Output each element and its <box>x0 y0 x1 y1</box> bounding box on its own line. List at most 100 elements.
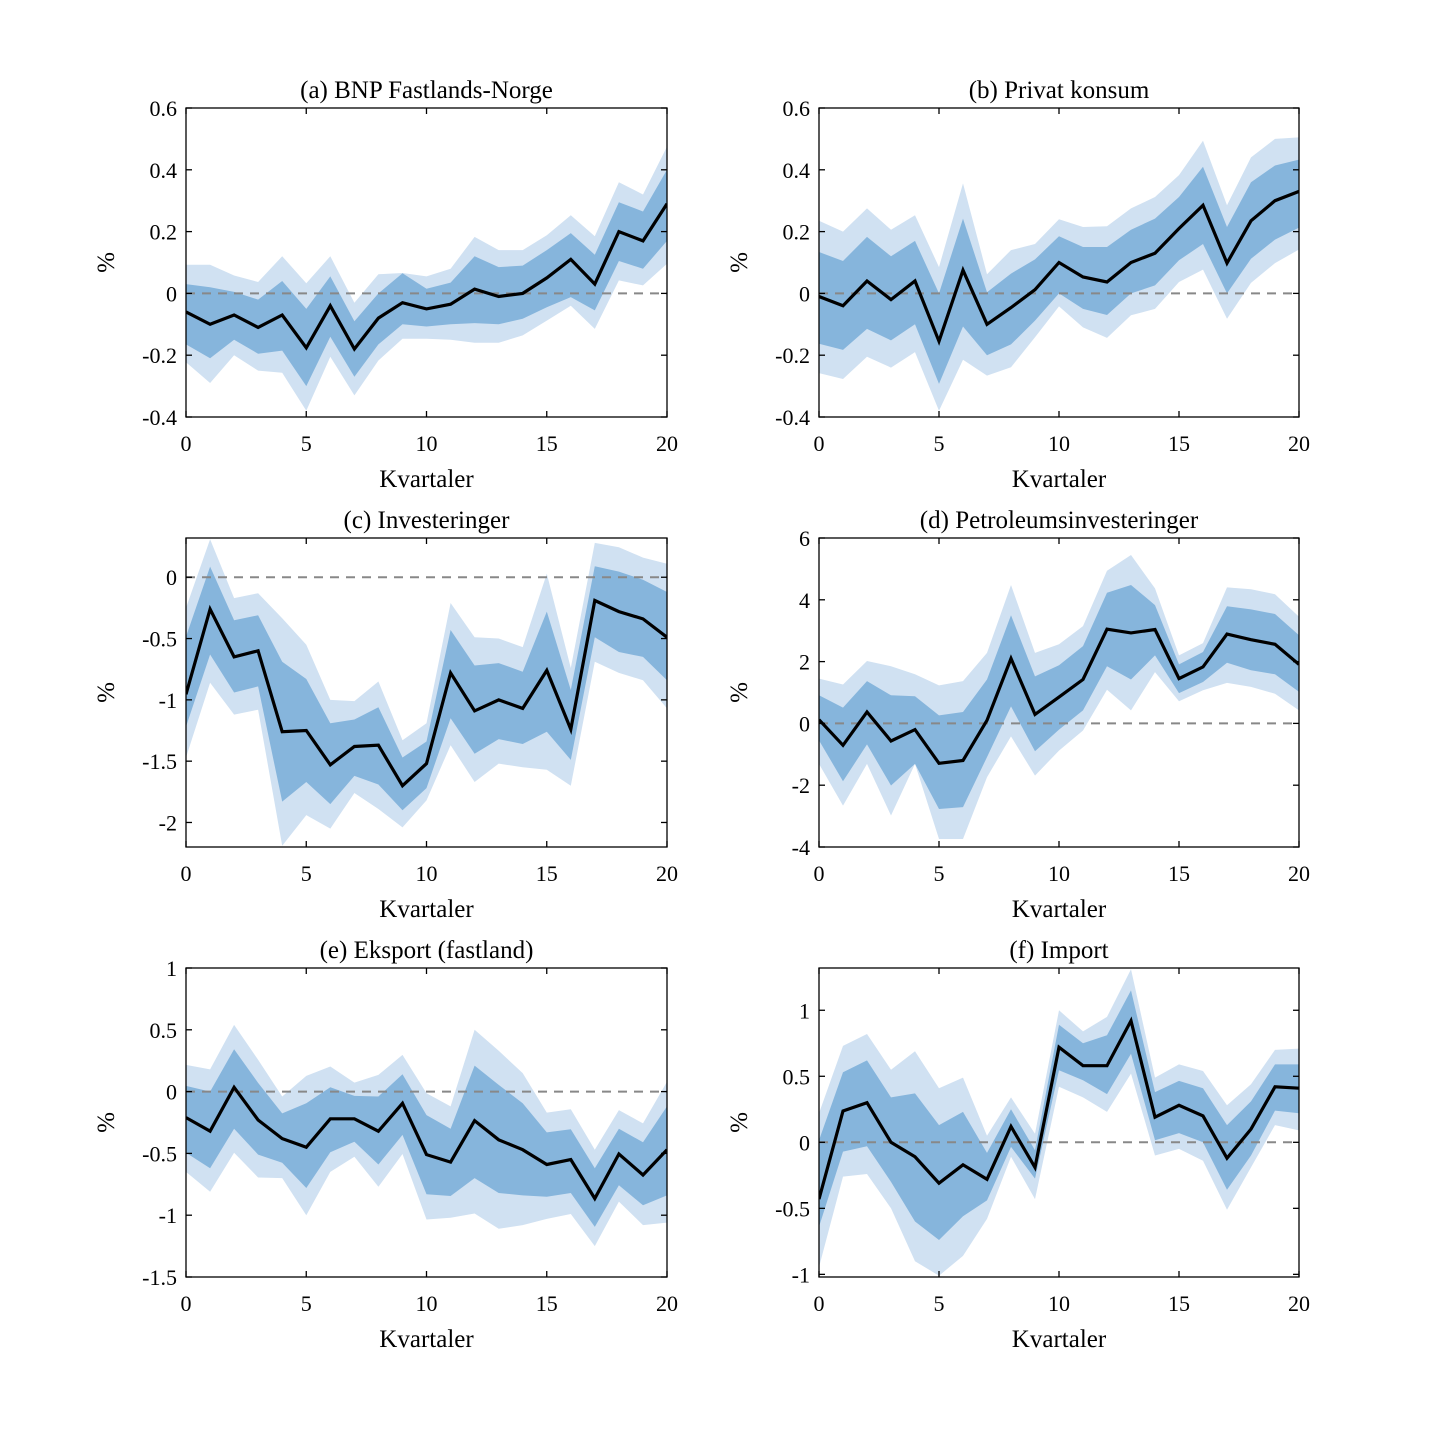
median-response-line <box>186 202 667 352</box>
x-axis-label: Kvartaler <box>379 1326 474 1353</box>
y-tick-label: -0.2 <box>142 343 177 368</box>
inner-confidence-band <box>186 1049 667 1227</box>
plot-area <box>186 146 667 411</box>
median-response-line <box>819 627 1299 765</box>
y-axis-label: % <box>726 682 753 703</box>
x-axis-label: Kvartaler <box>379 896 474 923</box>
x-axis-label: Kvartaler <box>1012 896 1107 923</box>
x-tick-label: 20 <box>656 861 678 886</box>
plot-area <box>819 969 1299 1276</box>
median-response-line <box>819 189 1299 346</box>
x-tick-label: 15 <box>536 861 558 886</box>
x-tick-label: 15 <box>536 431 558 456</box>
panel-title: (c) Investeringer <box>344 507 511 534</box>
y-tick-label: 0 <box>166 1080 177 1105</box>
panel-title: (e) Eksport (fastland) <box>320 937 534 964</box>
x-tick-label: 20 <box>1288 861 1310 886</box>
y-tick-label: -0.5 <box>142 1141 177 1166</box>
y-tick-label: -1.5 <box>142 1265 177 1290</box>
y-tick-label: -0.4 <box>142 405 177 430</box>
x-tick-label: 10 <box>416 861 438 886</box>
median-response-line <box>186 598 667 789</box>
x-axis-label: Kvartaler <box>1012 1326 1107 1353</box>
y-tick-label: 0.6 <box>150 96 178 121</box>
x-tick-label: 15 <box>1168 861 1190 886</box>
y-tick-label: 0 <box>799 711 810 736</box>
y-tick-label: -1 <box>792 1262 810 1287</box>
x-tick-label: 10 <box>416 431 438 456</box>
x-tick-label: 15 <box>1168 1291 1190 1316</box>
y-tick-label: -0.2 <box>775 343 810 368</box>
y-tick-label: 4 <box>799 588 810 613</box>
y-axis-label: % <box>93 1112 120 1133</box>
y-tick-label: 1 <box>166 956 177 981</box>
y-tick-label: 0.6 <box>783 96 811 121</box>
panel-a: 0 5 10 15 20 -0.4 -0.2 0 0.2 0.4 0.6 (a) BNP Fastla… <box>93 77 678 493</box>
x-tick-label: 20 <box>656 1291 678 1316</box>
y-axis-label: % <box>726 252 753 273</box>
y-axis-label: % <box>93 682 120 703</box>
panel-title: (a) BNP Fastlands-Norge <box>300 77 553 104</box>
y-tick-label: -1 <box>159 1203 177 1228</box>
median-response-line <box>186 1084 667 1202</box>
x-tick-label: 5 <box>301 431 312 456</box>
y-tick-label: 0 <box>799 281 810 306</box>
y-tick-label: 0.2 <box>783 220 811 245</box>
x-tick-label: 0 <box>814 1291 825 1316</box>
y-tick-label: -0.5 <box>775 1196 810 1221</box>
y-axis-label: % <box>726 1112 753 1133</box>
y-tick-label: 0 <box>166 565 177 590</box>
y-tick-label: 0.5 <box>783 1064 811 1089</box>
y-tick-label: 0.4 <box>783 158 811 183</box>
inner-confidence-band <box>819 990 1299 1240</box>
y-tick-label: -0.5 <box>142 627 177 652</box>
panel-f: 0 5 10 15 20 -1 -0.5 0 0.5 1 (f) Import Kvartaler% <box>726 937 1310 1353</box>
median-response-line <box>819 1016 1299 1200</box>
x-tick-label: 10 <box>1048 861 1070 886</box>
x-tick-label: 0 <box>181 431 192 456</box>
x-tick-label: 0 <box>181 1291 192 1316</box>
x-tick-label: 0 <box>814 861 825 886</box>
x-tick-label: 5 <box>301 1291 312 1316</box>
x-tick-label: 20 <box>656 431 678 456</box>
panel-title: (d) Petroleumsinvesteringer <box>920 507 1199 534</box>
y-tick-label: -4 <box>792 835 810 860</box>
x-tick-label: 10 <box>1048 1291 1070 1316</box>
x-tick-label: 0 <box>181 861 192 886</box>
panel-b: 0 5 10 15 20 -0.4 -0.2 0 0.2 0.4 0.6 (b) Privat kon… <box>726 77 1310 493</box>
y-tick-label: 6 <box>799 526 810 551</box>
x-axis-label: Kvartaler <box>379 466 474 493</box>
panel-title: (b) Privat konsum <box>969 77 1150 104</box>
y-tick-label: 0.5 <box>150 1018 178 1043</box>
y-tick-label: -1 <box>159 688 177 713</box>
x-tick-label: 5 <box>301 861 312 886</box>
x-tick-label: 15 <box>536 1291 558 1316</box>
y-tick-label: -1.5 <box>142 749 177 774</box>
x-tick-label: 20 <box>1288 1291 1310 1316</box>
x-tick-label: 5 <box>934 431 945 456</box>
x-tick-label: 10 <box>1048 431 1070 456</box>
y-tick-label: -2 <box>159 810 177 835</box>
y-tick-label: 0.4 <box>150 158 178 183</box>
plot-area <box>819 137 1299 411</box>
x-tick-label: 5 <box>934 1291 945 1316</box>
x-axis-label: Kvartaler <box>1012 466 1107 493</box>
panel-d: 0 5 10 15 20 -4 -2 0 2 4 6 (d) Petroleumsinvesterin… <box>726 507 1310 923</box>
panel-title: (f) Import <box>1009 937 1108 964</box>
x-tick-label: 0 <box>814 431 825 456</box>
inner-confidence-band <box>819 159 1299 384</box>
y-tick-label: -2 <box>792 773 810 798</box>
plot-area <box>819 555 1299 839</box>
x-tick-label: 20 <box>1288 431 1310 456</box>
inner-confidence-band <box>186 566 667 811</box>
plot-area <box>186 539 667 846</box>
y-tick-label: 0 <box>166 281 177 306</box>
y-tick-label: 2 <box>799 650 810 675</box>
x-tick-label: 5 <box>934 861 945 886</box>
panel-e: 0 5 10 15 20 -1.5 -1 -0.5 0 0.5 1 (e) Eksport (fast… <box>93 937 678 1353</box>
x-tick-label: 15 <box>1168 431 1190 456</box>
y-tick-label: 1 <box>799 998 810 1023</box>
x-tick-label: 10 <box>416 1291 438 1316</box>
panel-c: 0 5 10 15 20 -2 -1.5 -1 -0.5 0 (c) Investeringer Kv… <box>93 507 678 923</box>
plot-area <box>186 1024 667 1247</box>
